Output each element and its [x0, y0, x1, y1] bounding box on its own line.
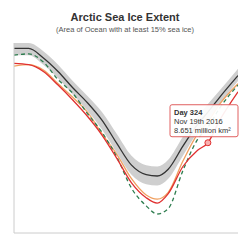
- html-text:Arctic Sea Ice Extent: Arctic Sea Ice Extent: [70, 11, 180, 23]
- svg-text:Nov 19th 2016: Nov 19th 2016: [174, 117, 223, 126]
- svg-text:Day 324: Day 324: [174, 108, 203, 117]
- svg-text:8.651 million km²: 8.651 million km²: [174, 126, 231, 135]
- html-text:(Area of Ocean with at least 1: (Area of Ocean with at least 15% sea ice…: [56, 25, 194, 34]
